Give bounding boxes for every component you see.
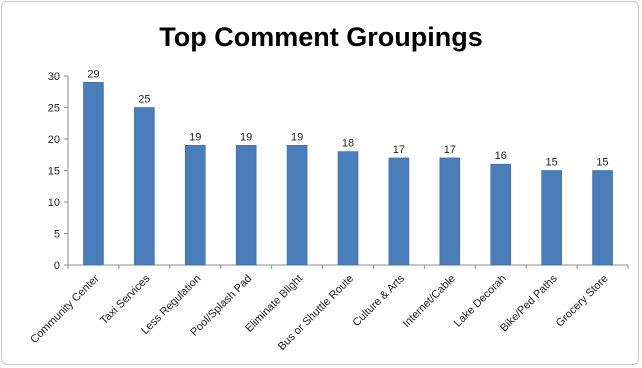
- data-label: 16: [495, 150, 507, 162]
- bar: [286, 145, 308, 266]
- data-label: 17: [393, 144, 405, 156]
- bar: [541, 170, 562, 266]
- bar: [235, 145, 257, 266]
- bar: [184, 145, 206, 266]
- chart-title: Top Comment Groupings: [159, 22, 483, 52]
- bar: [592, 170, 613, 266]
- data-label: 25: [138, 94, 150, 106]
- y-tick-label: 15: [48, 166, 60, 178]
- data-label: 17: [444, 144, 456, 156]
- y-tick-label: 0: [54, 260, 60, 272]
- bar: [337, 151, 359, 266]
- y-tick-label: 20: [48, 134, 60, 146]
- y-tick-label: 25: [48, 103, 60, 115]
- category-label: Taxi Services: [98, 272, 153, 327]
- y-tick-label: 10: [48, 197, 60, 209]
- category-label: Culture & Arts: [351, 272, 408, 329]
- data-label: 15: [596, 157, 608, 169]
- data-label: 19: [291, 131, 303, 143]
- data-label: 29: [87, 68, 99, 80]
- bar: [388, 157, 410, 266]
- bar: [439, 157, 461, 266]
- category-label: Internet/Cable: [401, 273, 458, 330]
- data-label: 15: [546, 157, 558, 169]
- data-label: 19: [189, 131, 201, 143]
- bar: [134, 107, 155, 266]
- bar: [490, 163, 512, 266]
- data-label: 19: [240, 131, 252, 143]
- y-tick-label: 5: [54, 229, 60, 241]
- y-tick-label: 30: [48, 71, 60, 83]
- category-label: Grocery Store: [554, 273, 611, 330]
- bar: [83, 82, 104, 266]
- data-label: 18: [342, 138, 354, 150]
- category-label: Lake Decorah: [452, 273, 509, 330]
- category-label: Community Center: [28, 272, 102, 346]
- bars: [83, 82, 613, 266]
